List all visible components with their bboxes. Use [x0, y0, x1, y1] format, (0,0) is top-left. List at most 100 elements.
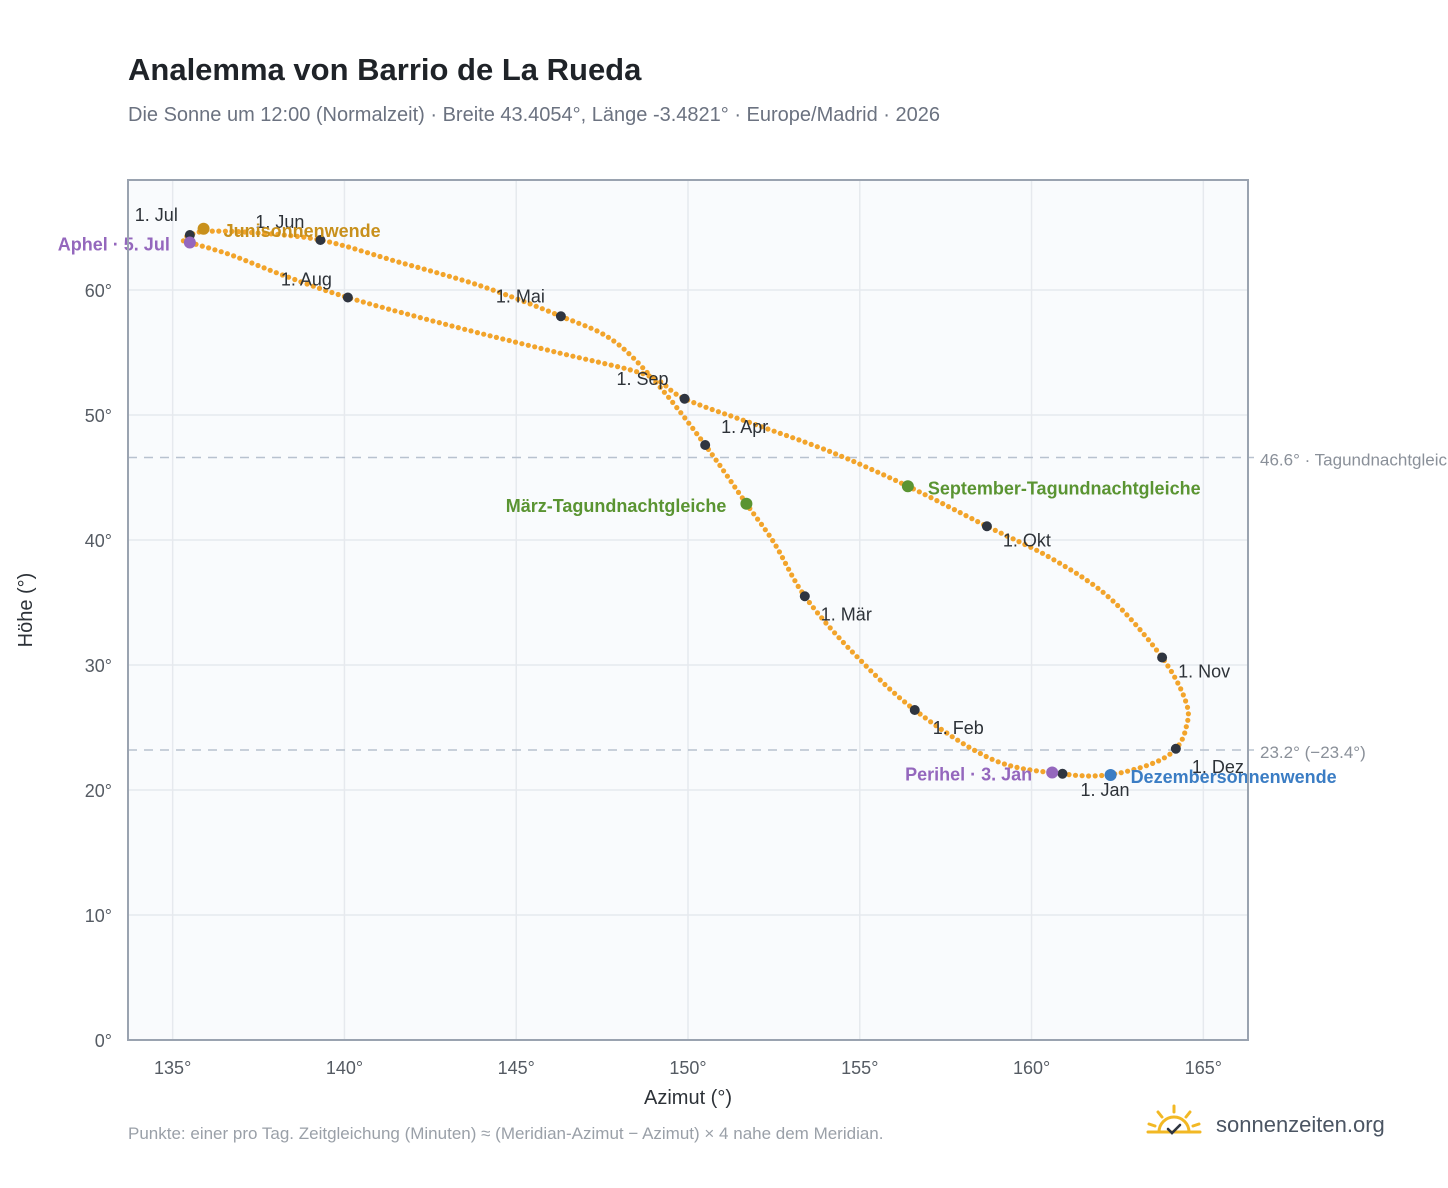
- event-label: März-Tagundnachtgleiche: [506, 496, 727, 516]
- reference-lines: 46.6° · Tagundnachtgleiche 23.2° (−23.4°): [128, 451, 1448, 762]
- y-tick-label: 30°: [85, 656, 112, 676]
- day-point: [515, 296, 521, 302]
- day-point: [977, 750, 984, 757]
- day-point: [465, 279, 471, 285]
- x-tick-label: 135°: [154, 1058, 191, 1078]
- day-point: [1034, 547, 1040, 553]
- day-point: [759, 424, 765, 430]
- day-point: [1062, 563, 1068, 570]
- day-point: [626, 351, 632, 357]
- day-point: [1172, 674, 1178, 680]
- y-axis-label: Höhe (°): [15, 573, 37, 648]
- day-point: [682, 415, 688, 421]
- day-point: [255, 262, 261, 269]
- day-point: [670, 399, 676, 405]
- apsis-marker: [183, 236, 196, 249]
- month-label: 1. Apr: [721, 417, 768, 437]
- day-point: [631, 355, 637, 361]
- day-point: [1143, 763, 1149, 769]
- day-point: [354, 297, 360, 303]
- day-point: [724, 473, 731, 479]
- x-axis-label: Azimut (°): [644, 1087, 732, 1109]
- day-point: [849, 649, 856, 655]
- day-point: [1145, 637, 1151, 643]
- month-label: 1. Jul: [135, 205, 178, 225]
- day-point: [421, 266, 427, 272]
- day-point: [323, 287, 329, 294]
- day-point: [218, 249, 224, 255]
- day-point: [949, 734, 955, 740]
- day-point: [273, 270, 279, 276]
- day-point: [789, 572, 795, 578]
- reference-line-label: 46.6° · Tagundnachtgleiche: [1260, 451, 1448, 470]
- day-point: [222, 228, 228, 234]
- day-point: [802, 439, 808, 445]
- day-point: [969, 516, 975, 522]
- day-point: [1183, 698, 1189, 704]
- day-point: [869, 466, 875, 473]
- day-point: [728, 413, 734, 419]
- day-point: [678, 410, 684, 416]
- day-point: [734, 415, 740, 421]
- day-point: [902, 699, 908, 705]
- day-point: [383, 255, 389, 261]
- day-point: [872, 672, 879, 679]
- day-point: [814, 444, 820, 450]
- day-point: [538, 345, 544, 351]
- day-point: [594, 328, 600, 334]
- event-label: Junisonnenwende: [224, 221, 381, 241]
- y-tick-label: 20°: [85, 781, 112, 801]
- day-point: [863, 464, 869, 470]
- day-point: [386, 306, 392, 312]
- day-point: [819, 615, 825, 621]
- day-point: [652, 375, 658, 382]
- sun-logo-icon: [1146, 1104, 1202, 1135]
- grid: [128, 180, 1248, 1041]
- day-point: [640, 365, 646, 371]
- day-point: [640, 371, 646, 377]
- y-tick-label: 40°: [85, 531, 112, 551]
- brand[interactable]: sonnenzeiten.org: [1146, 1104, 1406, 1144]
- day-point: [646, 373, 652, 379]
- day-point: [1073, 570, 1079, 576]
- day-point: [551, 311, 558, 317]
- day-point: [735, 489, 742, 495]
- day-point: [1161, 755, 1167, 761]
- footnote: Punkte: einer pro Tag. Zeitgleichung (Mi…: [128, 1124, 884, 1143]
- day-point: [440, 271, 446, 278]
- day-point: [333, 241, 339, 247]
- day-point: [525, 342, 531, 348]
- day-point: [1092, 773, 1098, 779]
- day-point: [857, 461, 863, 467]
- day-point: [934, 498, 940, 504]
- day-point: [992, 527, 998, 534]
- day-point: [766, 532, 772, 538]
- day-point: [1099, 772, 1105, 779]
- day-point: [957, 509, 963, 516]
- day-point: [1149, 642, 1156, 648]
- day-point: [1084, 578, 1090, 584]
- day-point: [887, 686, 893, 692]
- day-point: [972, 747, 978, 754]
- month-marker: [342, 292, 353, 303]
- day-point: [453, 275, 459, 281]
- month-label: 1. Mai: [496, 286, 545, 306]
- day-point: [881, 472, 887, 478]
- day-point: [715, 409, 722, 415]
- day-point: [634, 369, 640, 375]
- day-point: [1165, 663, 1171, 669]
- day-point: [377, 253, 383, 260]
- day-point: [396, 259, 402, 265]
- axes: 135° 140° 145° 150° 155° 160° 165° 0° 10° 20° 30° 4…: [15, 281, 1222, 1109]
- day-point: [859, 658, 865, 665]
- month-label: 1. Jun: [255, 212, 304, 232]
- day-point: [570, 318, 576, 324]
- day-point: [1118, 770, 1124, 776]
- day-point: [1167, 751, 1173, 757]
- day-point: [963, 513, 969, 519]
- day-point: [373, 303, 379, 309]
- day-point: [481, 331, 487, 337]
- day-point: [588, 325, 594, 331]
- day-point: [1066, 772, 1072, 778]
- day-point: [845, 456, 851, 462]
